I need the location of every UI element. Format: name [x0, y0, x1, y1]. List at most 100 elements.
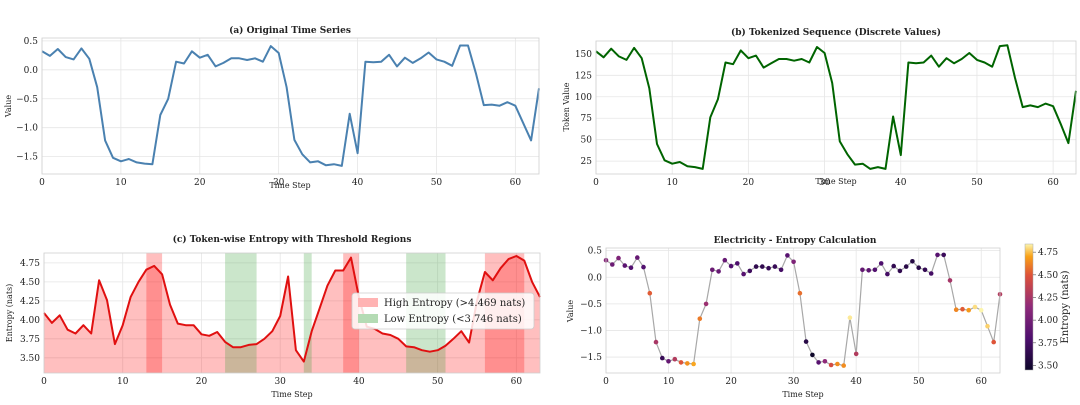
colorbar-tick-label: 3.50 [1038, 361, 1058, 371]
panel-a: (a) Original Time Series 0 10 20 30 40 50 60 −1… [4, 25, 540, 190]
panel-d-ytick-label: −0.5 [580, 300, 602, 310]
scatter-point [972, 304, 978, 310]
panel-c-ticks: 0 10 20 30 40 50 60 3.50 3.75 4.00 4.25 4.50 4.75 [20, 259, 522, 387]
panel-a-marks [41, 44, 540, 167]
colorbar-tick-label: 4.25 [1038, 293, 1058, 303]
scatter-point [835, 361, 840, 367]
panel-d-xtick-label: 0 [603, 377, 609, 387]
scatter-point [747, 268, 753, 274]
panel-d-ytick-label: 0.5 [588, 247, 603, 257]
scatter-point [735, 261, 740, 266]
scatter-point [947, 278, 953, 283]
panel-a-xtick-label: 50 [431, 178, 443, 188]
scatter-point [716, 269, 721, 274]
panel-d-title: Electricity - Entropy Calculation [714, 236, 877, 246]
panel-a-grid [41, 38, 539, 174]
panel-a-ytick-label: −1.5 [16, 153, 38, 163]
panel-c-xtick-label: 20 [196, 377, 208, 387]
scatter-point [722, 257, 728, 263]
series-line-original [41, 44, 540, 167]
scatter-point [922, 267, 928, 273]
panel-d-ylabel: Value [566, 300, 575, 324]
scatter-point [653, 339, 659, 345]
scatter-point [810, 352, 815, 358]
panel-c-title: (c) Token-wise Entropy with Threshold Re… [173, 234, 412, 245]
series-line-value [605, 254, 1001, 367]
panel-c: (c) Token-wise Entropy with Threshold Re… [5, 234, 541, 399]
scatter-point [797, 290, 803, 296]
scatter-point [772, 264, 778, 269]
panel-c-marks [43, 253, 541, 373]
panel-d-xtick-label: 30 [788, 377, 800, 387]
panel-b-ytick-label: 25 [581, 157, 593, 167]
scatter-point [928, 271, 934, 276]
series-line-entropy [43, 255, 541, 363]
panel-b-ylabel: Token Value [562, 82, 571, 131]
scatter-point [847, 315, 853, 321]
scatter-point [672, 356, 678, 362]
scatter-point [778, 267, 784, 273]
panel-b: (b) Tokenized Sequence (Discrete Values)… [562, 27, 1077, 188]
panel-c-xtick-label: 0 [41, 377, 47, 387]
panel-d-marks [603, 252, 1003, 368]
panel-c-ytick-label: 3.75 [20, 335, 40, 345]
scatter-point [803, 339, 809, 344]
panel-a-ylabel: Value [4, 95, 13, 119]
scatter-point [610, 262, 615, 267]
colorbar-tick-label: 4.00 [1038, 316, 1058, 326]
scatter-point [985, 323, 990, 329]
scatter-point [891, 263, 896, 269]
panel-c-ytick-label: 4.75 [20, 259, 40, 269]
panel-d-xtick-label: 50 [913, 377, 925, 387]
panel-a-title: (a) Original Time Series [229, 25, 351, 36]
panel-a-xtick-label: 0 [39, 178, 45, 188]
panel-c-legend: High Entropy (>4.469 nats) Low Entropy (… [351, 292, 535, 330]
panel-a-xtick-label: 60 [510, 178, 522, 188]
scatter-point [841, 363, 846, 368]
scatter-point [866, 268, 871, 273]
panel-c-ytick-label: 4.25 [20, 297, 40, 307]
panel-c-ytick-label: 3.50 [20, 354, 40, 364]
colorbar [1024, 243, 1034, 371]
scatter-point [941, 252, 946, 258]
panel-c-ytick-label: 4.00 [20, 316, 40, 326]
scatter-point [678, 360, 684, 365]
scatter-point [978, 307, 984, 313]
scatter-point [760, 264, 765, 269]
scatter-point [966, 307, 971, 313]
panel-a-ytick-label: 0.5 [24, 37, 39, 47]
panel-b-xlabel: Time Step [815, 177, 856, 186]
scatter-point [872, 267, 878, 273]
scatter-point [697, 316, 703, 322]
panel-c-xtick-label: 30 [274, 377, 286, 387]
panel-b-title: (b) Tokenized Sequence (Discrete Values) [731, 27, 941, 38]
panel-d-xtick-label: 10 [663, 377, 675, 387]
scatter-point [853, 351, 859, 357]
scatter-point [741, 271, 746, 277]
legend-low-swatch [358, 314, 378, 323]
scatter-point [910, 259, 915, 264]
panel-b-frame [595, 40, 1077, 175]
panel-b-ticks: 0 10 20 30 40 50 60 25 50 75 100 125 150 [575, 50, 1059, 188]
colorbar-tick-label: 3.75 [1038, 339, 1058, 349]
scatter-point [960, 306, 965, 312]
panel-a-ytick-label: −0.5 [16, 95, 38, 105]
high-entropy-region [343, 253, 359, 373]
panel-a-ytick-label: 0.0 [24, 66, 39, 76]
scatter-point [991, 339, 996, 345]
panel-a-xtick-label: 20 [194, 178, 206, 188]
panel-b-ytick-label: 100 [575, 93, 592, 103]
panel-c-xlabel: Time Step [271, 390, 312, 399]
panel-d-ytick-label: −1.5 [580, 353, 602, 363]
panel-b-ytick-label: 150 [575, 50, 592, 60]
scatter-point [953, 307, 959, 313]
scatter-point [885, 271, 890, 277]
legend-box [351, 292, 535, 330]
panel-a-xtick-label: 10 [115, 178, 127, 188]
scatter-point [878, 261, 884, 266]
panel-d-xtick-label: 20 [725, 377, 737, 387]
panel-d-grid [605, 248, 1000, 373]
colorbar-tick-label: 4.75 [1038, 248, 1058, 258]
panel-c-xtick-label: 60 [511, 377, 523, 387]
colorbar-ticks: 3.50 3.75 4.00 4.25 4.50 4.75 [1033, 248, 1058, 371]
